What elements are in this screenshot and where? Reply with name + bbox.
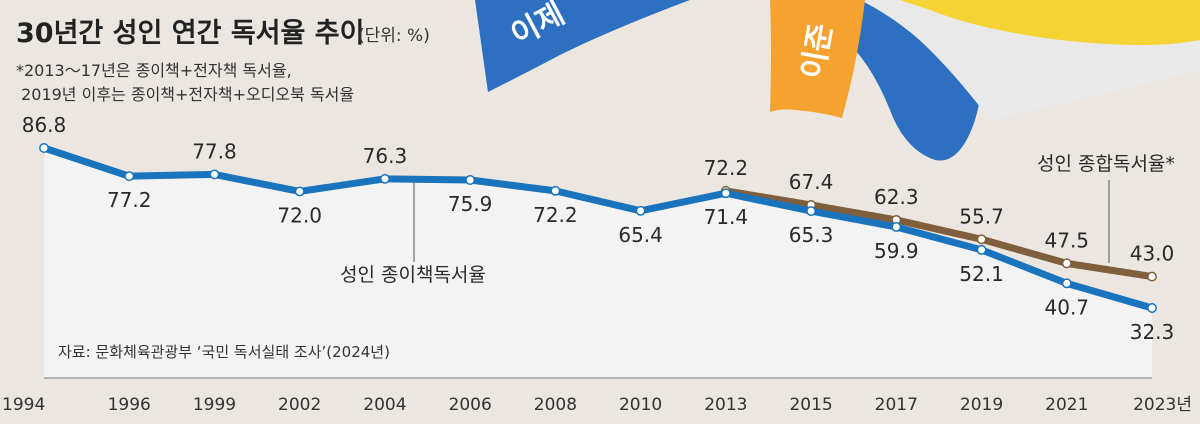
data-point bbox=[976, 244, 987, 255]
book-illustration: 이제 이준 bbox=[475, 0, 1200, 161]
data-point bbox=[39, 143, 49, 153]
x-tick-label: 2010 bbox=[619, 395, 662, 415]
chart-title: 30년간 성인 연간 독서율 추이 bbox=[16, 18, 364, 49]
x-tick-layer: 1994 1996 1999 2002 2004 2006 2008 2010 2013 2015… bbox=[2, 395, 1192, 415]
data-point bbox=[124, 171, 135, 182]
data-point bbox=[891, 222, 902, 232]
data-label: 75.9 bbox=[448, 192, 493, 216]
book-blue-cover bbox=[475, 0, 690, 92]
data-label: 72.2 bbox=[533, 203, 578, 227]
book-orange-ribbon bbox=[770, 0, 865, 118]
data-label: 52.1 bbox=[959, 262, 1004, 286]
data-label: 72.2 bbox=[704, 156, 749, 180]
x-tick-label: 2015 bbox=[789, 395, 832, 415]
data-label: 65.4 bbox=[618, 223, 663, 247]
series-label-paper: 성인 종이책독서율 bbox=[340, 264, 486, 286]
data-point bbox=[720, 188, 731, 199]
x-tick-label: 2021 bbox=[1045, 395, 1088, 415]
data-point bbox=[976, 234, 987, 245]
x-tick-label: 2013 bbox=[704, 395, 747, 415]
data-point bbox=[806, 206, 817, 217]
data-point bbox=[1061, 278, 1072, 289]
data-point bbox=[294, 186, 305, 197]
x-tick-label: 2023년 bbox=[1133, 395, 1192, 415]
x-tick-label: 2019 bbox=[960, 395, 1003, 415]
data-label: 76.3 bbox=[363, 144, 408, 168]
chart-note-2: 2019년 이후는 종이책+전자책+오디오북 독서율 bbox=[16, 85, 354, 104]
x-tick-label: 1996 bbox=[108, 395, 151, 415]
data-point bbox=[1147, 303, 1157, 313]
data-label-layer: 86.8 77.2 77.8 72.0 76.3 75.9 72.2 65.4 71.4 65.3… bbox=[22, 113, 1175, 344]
data-point bbox=[209, 169, 220, 180]
data-label: 72.0 bbox=[277, 203, 322, 227]
series-line-0 bbox=[40, 144, 1156, 312]
x-tick-label: 2004 bbox=[363, 395, 406, 415]
data-label: 32.3 bbox=[1130, 320, 1175, 344]
data-label: 59.9 bbox=[874, 239, 919, 263]
data-label: 67.4 bbox=[789, 170, 834, 194]
data-label: 77.2 bbox=[107, 188, 152, 212]
data-label: 55.7 bbox=[959, 204, 1004, 228]
x-tick-label: 1999 bbox=[193, 395, 236, 415]
data-label: 71.4 bbox=[704, 205, 749, 229]
chart-source: 자료: 문화체육관광부 ‘국민 독서실태 조사’(2024년) bbox=[58, 343, 390, 361]
annotation-total-series: 성인 종합독서율* bbox=[1037, 153, 1175, 263]
series-label-total: 성인 종합독서율* bbox=[1037, 153, 1175, 175]
data-point bbox=[379, 173, 390, 184]
data-label: 47.5 bbox=[1045, 228, 1090, 252]
data-point bbox=[1147, 271, 1157, 282]
data-point bbox=[465, 175, 476, 185]
data-label: 40.7 bbox=[1045, 295, 1090, 319]
annotation-paper-series: 성인 종이책독서율 bbox=[340, 181, 486, 286]
series-line-1 bbox=[722, 187, 1156, 281]
data-label: 65.3 bbox=[789, 223, 834, 247]
data-label: 43.0 bbox=[1130, 242, 1175, 266]
data-point bbox=[1061, 258, 1072, 269]
data-point bbox=[635, 205, 646, 216]
x-tick-label: 2017 bbox=[875, 395, 918, 415]
x-tick-label: 1994 bbox=[2, 395, 45, 415]
data-label: 77.8 bbox=[192, 139, 237, 163]
x-tick-label: 2008 bbox=[534, 395, 577, 415]
plot-area-background bbox=[44, 148, 1152, 378]
book-yellow-cover bbox=[900, 0, 1200, 45]
chart-note-1: *2013～17년은 종이책+전자책 독서율, bbox=[16, 61, 292, 80]
series-layer bbox=[39, 143, 1157, 313]
chart-unit: (단위: %) bbox=[358, 26, 430, 46]
x-tick-label: 2006 bbox=[449, 395, 492, 415]
data-label: 62.3 bbox=[874, 185, 919, 209]
data-label: 86.8 bbox=[22, 113, 67, 137]
data-point bbox=[550, 185, 561, 196]
x-tick-label: 2002 bbox=[278, 395, 321, 415]
